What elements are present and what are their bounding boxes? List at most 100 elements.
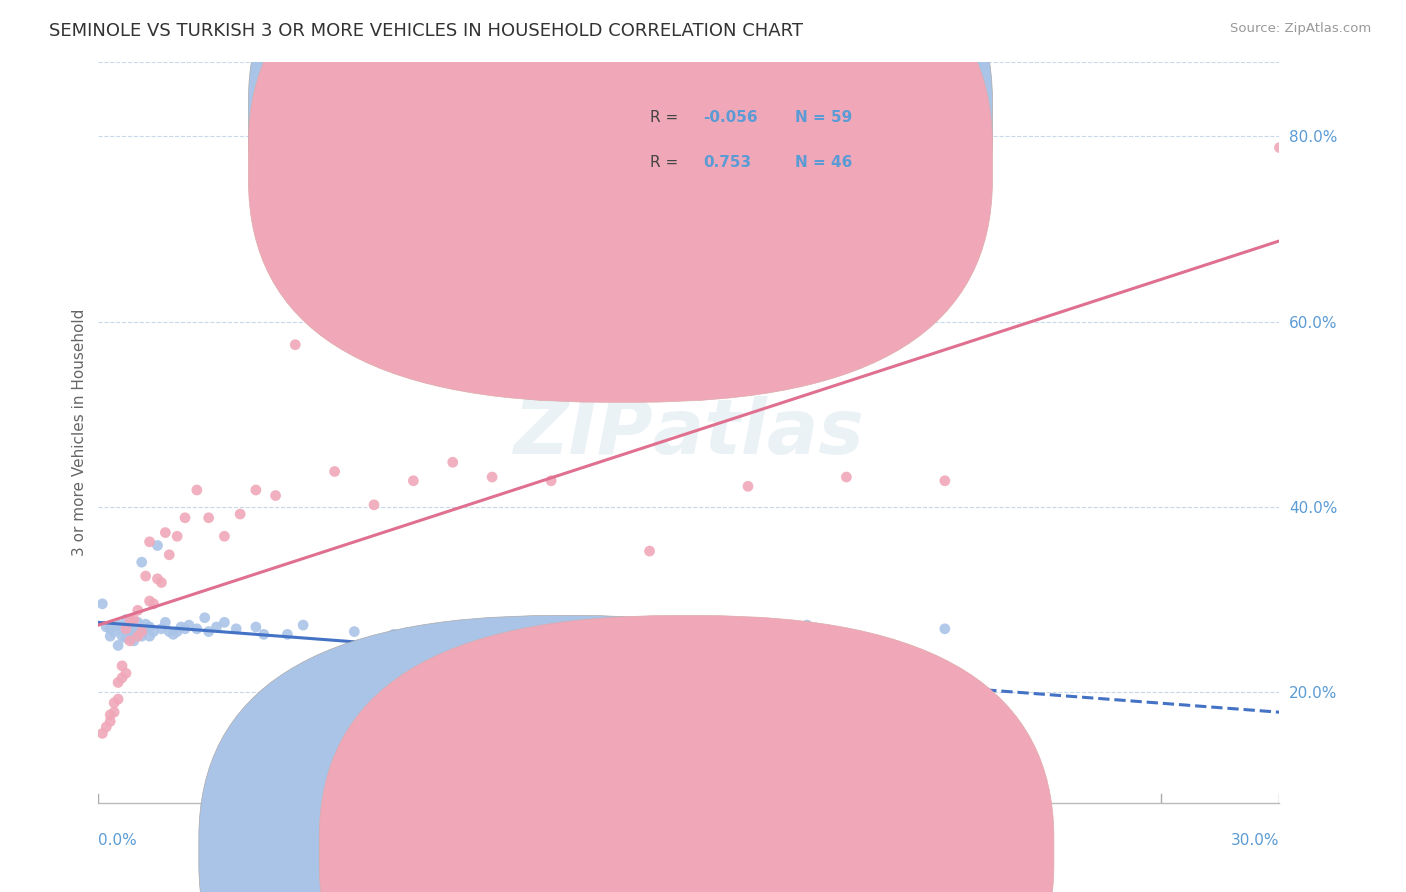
Point	[501, 622, 523, 636]
Point	[111, 658, 134, 673]
Point	[107, 618, 129, 632]
Point	[323, 465, 346, 479]
Text: R =: R =	[650, 155, 683, 169]
Point	[1268, 140, 1291, 154]
Point	[737, 714, 759, 729]
Point	[115, 666, 138, 681]
Point	[150, 575, 173, 590]
Text: Seminole: Seminole	[586, 844, 658, 858]
Text: N = 59: N = 59	[796, 111, 852, 126]
Point	[96, 720, 118, 734]
Point	[166, 624, 188, 639]
Point	[875, 701, 897, 715]
Text: Turks: Turks	[707, 844, 747, 858]
Point	[118, 631, 141, 645]
Point	[127, 624, 149, 639]
Point	[441, 455, 464, 469]
Point	[142, 597, 165, 611]
Point	[186, 622, 208, 636]
Point	[150, 622, 173, 636]
Point	[107, 692, 129, 706]
Text: SEMINOLE VS TURKISH 3 OR MORE VEHICLES IN HOUSEHOLD CORRELATION CHART: SEMINOLE VS TURKISH 3 OR MORE VEHICLES I…	[49, 22, 803, 40]
Point	[245, 620, 267, 634]
Point	[98, 629, 121, 643]
Text: 0.0%: 0.0%	[98, 833, 138, 848]
Point	[157, 624, 180, 639]
Text: R =: R =	[650, 111, 683, 126]
Point	[91, 597, 114, 611]
Text: 30.0%: 30.0%	[1232, 833, 1279, 848]
Point	[138, 620, 160, 634]
Point	[98, 714, 121, 729]
Point	[540, 698, 562, 713]
Point	[678, 622, 700, 636]
Point	[599, 624, 621, 639]
Point	[146, 539, 169, 553]
Point	[934, 622, 956, 636]
Point	[155, 615, 177, 630]
Point	[131, 555, 153, 569]
Point	[225, 622, 247, 636]
Point	[138, 534, 160, 549]
Point	[127, 629, 149, 643]
Point	[131, 624, 153, 639]
Point	[98, 707, 121, 722]
Point	[131, 629, 153, 643]
Point	[835, 470, 858, 484]
Point	[146, 572, 169, 586]
Point	[382, 627, 405, 641]
Point	[214, 529, 236, 543]
Point	[127, 603, 149, 617]
Point	[111, 629, 134, 643]
Y-axis label: 3 or more Vehicles in Household: 3 or more Vehicles in Household	[72, 309, 87, 557]
FancyBboxPatch shape	[319, 615, 1054, 892]
Point	[194, 610, 217, 624]
Point	[127, 615, 149, 630]
Text: Source: ZipAtlas.com: Source: ZipAtlas.com	[1230, 22, 1371, 36]
Point	[155, 525, 177, 540]
Point	[142, 624, 165, 639]
Point	[422, 622, 444, 636]
Point	[170, 620, 193, 634]
Point	[135, 617, 157, 632]
Point	[122, 633, 145, 648]
Point	[796, 618, 818, 632]
Point	[122, 622, 145, 636]
Point	[481, 470, 503, 484]
Point	[214, 615, 236, 630]
Point	[253, 627, 276, 641]
Point	[118, 620, 141, 634]
Point	[103, 624, 125, 639]
Point	[103, 696, 125, 710]
Text: -0.056: -0.056	[703, 111, 758, 126]
Point	[107, 639, 129, 653]
Point	[111, 671, 134, 685]
Point	[197, 624, 219, 639]
Point	[91, 726, 114, 740]
Point	[402, 474, 425, 488]
Point	[96, 620, 118, 634]
FancyBboxPatch shape	[198, 615, 934, 892]
Point	[264, 489, 287, 503]
Point	[276, 627, 298, 641]
Point	[162, 627, 184, 641]
Point	[135, 569, 157, 583]
Point	[115, 620, 138, 634]
Point	[122, 613, 145, 627]
Text: N = 46: N = 46	[796, 155, 852, 169]
Point	[118, 613, 141, 627]
Point	[737, 479, 759, 493]
Text: ZIP⁠atlas: ZIP⁠atlas	[513, 396, 865, 469]
FancyBboxPatch shape	[249, 0, 993, 358]
Point	[174, 510, 197, 524]
Point	[461, 687, 484, 701]
Point	[363, 498, 385, 512]
Point	[205, 620, 228, 634]
Point	[934, 474, 956, 488]
Point	[157, 548, 180, 562]
Point	[118, 633, 141, 648]
Point	[135, 622, 157, 636]
Point	[98, 622, 121, 636]
Point	[245, 483, 267, 497]
Point	[343, 624, 366, 639]
